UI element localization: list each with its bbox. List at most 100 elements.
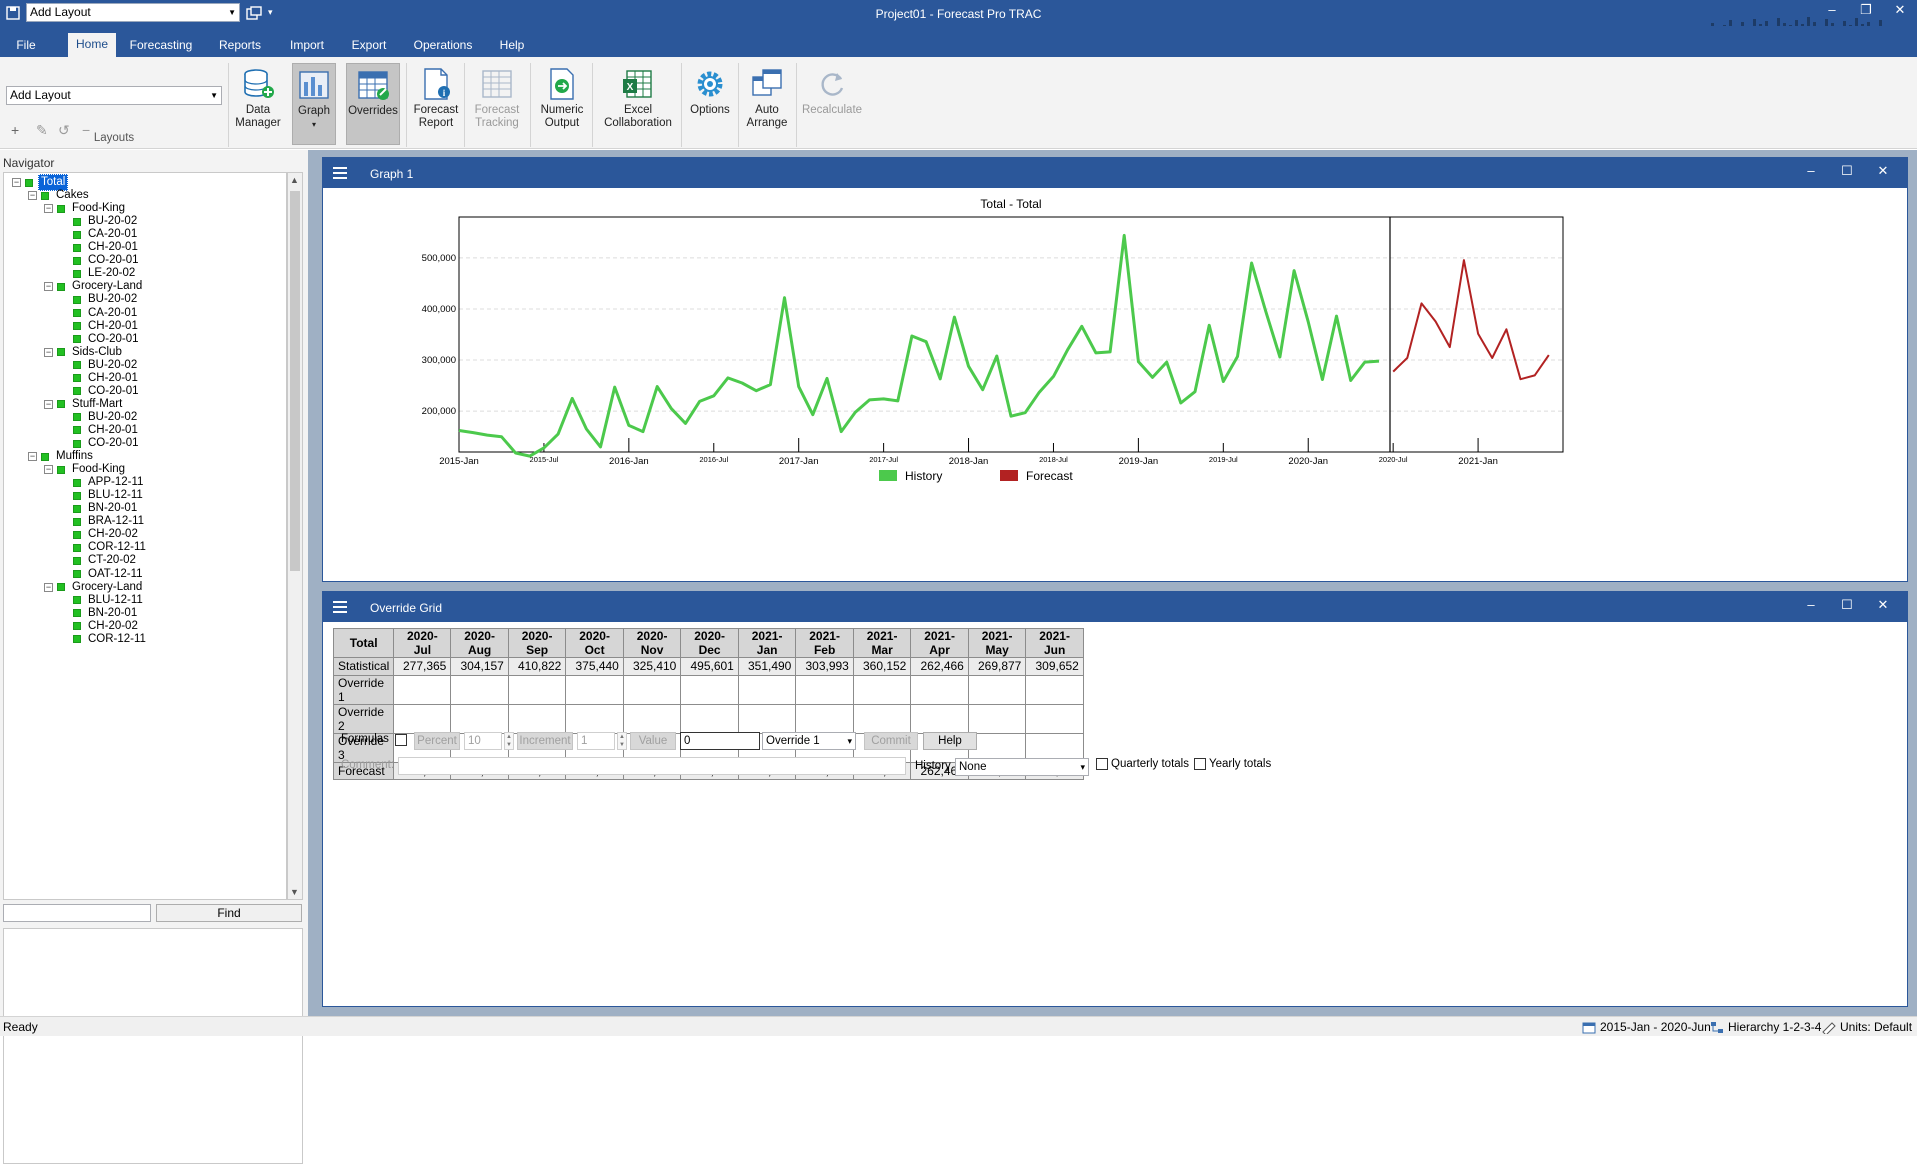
grid-cell[interactable] xyxy=(622,703,682,734)
tree-node[interactable]: BLU-12-11 xyxy=(60,488,145,503)
tree-node[interactable]: CO-20-01 xyxy=(60,332,141,347)
grid-cell[interactable] xyxy=(967,703,1027,734)
find-button[interactable]: Find xyxy=(156,904,302,922)
tree-node[interactable]: BLU-12-11 xyxy=(60,593,145,608)
yearly-totals-checkbox[interactable] xyxy=(1194,758,1206,770)
tree-node[interactable]: BU-20-02 xyxy=(60,410,139,425)
collapse-toggle-icon[interactable]: − xyxy=(44,581,53,592)
close-icon[interactable]: ✕ xyxy=(1877,163,1889,178)
collapse-toggle-icon[interactable]: − xyxy=(44,464,53,475)
qat-customize-icon[interactable]: ▾ xyxy=(268,7,273,17)
tree-node[interactable]: − Food-King xyxy=(44,462,127,477)
percent-button[interactable]: Percent xyxy=(414,732,460,750)
help-button[interactable]: Help xyxy=(923,732,977,750)
tree-node[interactable]: BN-20-01 xyxy=(60,501,139,516)
tree-node[interactable]: CH-20-02 xyxy=(60,619,140,634)
increment-input[interactable]: 1 xyxy=(577,732,615,750)
tree-node[interactable]: CH-20-01 xyxy=(60,240,140,255)
quarterly-totals-checkbox[interactable] xyxy=(1096,758,1108,770)
numeric-output-button[interactable]: Numeric Output xyxy=(536,63,588,145)
tab-file[interactable]: File xyxy=(16,38,36,52)
grid-cell[interactable]: 303,993 xyxy=(795,657,854,676)
tree-node[interactable]: − Sids-Club xyxy=(44,345,124,360)
grid-cell[interactable]: 269,877 xyxy=(967,657,1027,676)
navigator-scrollbar[interactable]: ▲ ▼ xyxy=(287,172,303,900)
grid-cell[interactable] xyxy=(852,674,912,705)
scroll-up-icon[interactable]: ▲ xyxy=(290,175,299,185)
value-button[interactable]: Value xyxy=(630,732,676,750)
forecast-report-button[interactable]: i Forecast Report xyxy=(410,63,462,145)
tab-export[interactable]: Export xyxy=(351,38,387,52)
tree-node[interactable]: − Stuff-Mart xyxy=(44,397,124,412)
percent-spinner[interactable]: ▲ ▼ xyxy=(504,732,514,750)
scroll-thumb[interactable] xyxy=(290,191,300,571)
tree-node[interactable]: CA-20-01 xyxy=(60,306,139,321)
tree-node[interactable]: − Grocery-Land xyxy=(44,580,144,595)
tree-node[interactable]: CO-20-01 xyxy=(60,436,141,451)
grid-cell[interactable] xyxy=(1025,703,1084,734)
grid-cell[interactable] xyxy=(795,703,854,734)
tree-node[interactable]: − Total xyxy=(12,174,69,191)
auto-arrange-button[interactable]: Auto Arrange xyxy=(742,63,792,145)
grid-cell[interactable] xyxy=(507,674,567,705)
tree-node[interactable]: CA-20-01 xyxy=(60,227,139,242)
grid-cell[interactable] xyxy=(1025,732,1084,763)
window-layout-icon[interactable] xyxy=(246,5,262,20)
grid-cell[interactable] xyxy=(622,674,682,705)
percent-input[interactable]: 10 xyxy=(464,732,502,750)
forecast-tracking-button[interactable]: Forecast Tracking xyxy=(468,63,526,145)
tree-node[interactable]: CT-20-02 xyxy=(60,553,138,568)
tree-node[interactable]: COR-12-11 xyxy=(60,540,148,555)
grid-cell[interactable]: 277,365 xyxy=(393,657,452,676)
formulas-checkbox[interactable] xyxy=(395,734,407,746)
close-icon[interactable]: ✕ xyxy=(1877,597,1889,612)
grid-cell[interactable] xyxy=(565,674,624,705)
tree-node[interactable]: BU-20-02 xyxy=(60,358,139,373)
grid-cell[interactable] xyxy=(795,674,854,705)
grid-cell[interactable]: 304,157 xyxy=(450,657,509,676)
grid-cell[interactable]: 262,466 xyxy=(910,657,969,676)
maximize-icon[interactable]: ☐ xyxy=(1841,163,1853,178)
grid-column-header[interactable]: 2021-Mar xyxy=(852,628,912,658)
tab-operations[interactable]: Operations xyxy=(413,38,473,52)
grid-cell[interactable]: 262,466 xyxy=(910,761,969,780)
save-icon[interactable] xyxy=(6,5,20,20)
grid-cell[interactable]: 309,652 xyxy=(1025,657,1084,676)
grid-cell[interactable] xyxy=(680,703,739,734)
grid-column-header[interactable]: 2020-Aug xyxy=(450,628,509,658)
recalculate-button[interactable]: Recalculate xyxy=(800,63,864,145)
tree-node[interactable]: − Grocery-Land xyxy=(44,279,144,294)
grid-cell[interactable] xyxy=(1025,674,1084,705)
grid-cell[interactable] xyxy=(450,703,509,734)
tab-home[interactable]: Home xyxy=(68,33,116,57)
grid-cell[interactable]: 351,490 xyxy=(737,657,797,676)
remove-icon[interactable]: − xyxy=(82,122,91,138)
grid-cell[interactable]: 495,601 xyxy=(680,657,739,676)
grid-cell[interactable]: 410,822 xyxy=(507,657,567,676)
tree-node[interactable]: BU-20-02 xyxy=(60,214,139,229)
tree-node[interactable]: LE-20-02 xyxy=(60,266,137,281)
excel-collaboration-button[interactable]: X Excel Collaboration xyxy=(598,63,678,145)
tree-node[interactable]: − Cakes xyxy=(28,188,91,203)
collapse-toggle-icon[interactable]: − xyxy=(28,190,37,201)
grid-cell[interactable] xyxy=(507,703,567,734)
collapse-toggle-icon[interactable]: − xyxy=(44,398,53,409)
data-manager-button[interactable]: Data Manager xyxy=(232,63,284,145)
tree-node[interactable]: BN-20-01 xyxy=(60,606,139,621)
tree-node[interactable]: COR-12-11 xyxy=(60,632,148,647)
maximize-icon[interactable]: ☐ xyxy=(1841,597,1853,612)
grid-column-header[interactable]: 2021-Apr xyxy=(910,628,969,658)
grid-column-header[interactable]: 2021-May xyxy=(967,628,1027,658)
hamburger-menu-icon[interactable] xyxy=(333,167,347,179)
grid-cell[interactable] xyxy=(852,703,912,734)
override-select[interactable]: Override 1 ▾ xyxy=(762,732,856,750)
close-icon[interactable]: ✕ xyxy=(1894,2,1906,17)
tree-node[interactable]: CH-20-01 xyxy=(60,319,140,334)
restore-icon[interactable]: ❐ xyxy=(1860,2,1872,17)
options-button[interactable]: Options xyxy=(686,63,734,145)
grid-cell[interactable]: 375,440 xyxy=(565,657,624,676)
undo-icon[interactable]: ↺ xyxy=(58,122,70,138)
grid-cell[interactable] xyxy=(967,674,1027,705)
grid-cell[interactable] xyxy=(910,703,969,734)
collapse-toggle-icon[interactable]: − xyxy=(28,451,37,462)
